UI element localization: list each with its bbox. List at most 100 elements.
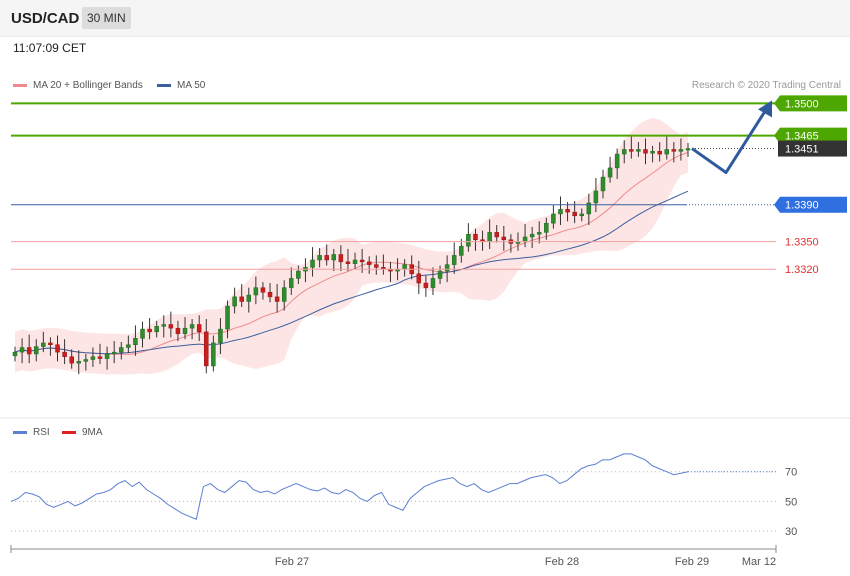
candle	[97, 343, 103, 365]
candle-body	[274, 296, 280, 302]
candle-body	[189, 324, 195, 329]
candle	[657, 142, 662, 162]
candle-body	[19, 347, 25, 353]
candle-body	[154, 326, 159, 333]
candle-body	[621, 149, 627, 155]
candle-body	[671, 149, 677, 152]
candle-body	[126, 344, 131, 348]
rsi-tick-label: 30	[785, 526, 797, 538]
candle-body	[133, 338, 138, 346]
ma20-line	[14, 151, 689, 355]
candle-body	[232, 296, 237, 307]
candle	[26, 334, 32, 364]
candle-body	[331, 254, 337, 261]
candle	[41, 331, 46, 353]
candle	[494, 225, 499, 243]
candle	[48, 337, 53, 356]
ma20-swatch	[13, 84, 27, 87]
price-label: 1.3465	[785, 131, 819, 143]
ma50-swatch	[157, 84, 171, 87]
price-tag	[774, 95, 847, 112]
ma50-line	[14, 190, 689, 355]
candle-body	[459, 245, 464, 256]
candle-body	[253, 287, 259, 296]
rsi-swatch	[13, 431, 27, 434]
candle-body	[650, 151, 655, 154]
candle-body	[685, 148, 691, 151]
candle-body	[565, 209, 570, 213]
credit-text: Research © 2020 Trading Central	[691, 80, 841, 91]
candle	[239, 283, 244, 307]
candle	[182, 317, 188, 340]
candle	[289, 267, 294, 296]
candle-body	[182, 327, 188, 334]
candle-body	[345, 261, 351, 264]
candle	[416, 260, 422, 295]
candle	[643, 138, 648, 165]
candle	[232, 287, 237, 314]
candle	[161, 315, 167, 338]
candle	[111, 341, 117, 364]
candle	[536, 221, 542, 244]
candle	[317, 248, 322, 268]
candle	[175, 320, 181, 342]
candle-body	[246, 294, 252, 302]
candle	[168, 311, 174, 338]
candle-body	[451, 255, 457, 265]
candle	[678, 138, 684, 161]
candle	[55, 335, 60, 362]
candle-body	[111, 351, 117, 355]
candle	[430, 267, 436, 296]
candle-body	[614, 153, 620, 169]
candle-body	[473, 233, 478, 240]
candle	[338, 245, 344, 272]
ma9-label: 9MA	[82, 427, 103, 438]
level-1.3320: 1.3320	[11, 264, 819, 276]
timeframe-button[interactable]: 30 MIN	[82, 7, 131, 29]
candle-body	[466, 233, 471, 247]
candle	[225, 300, 230, 339]
candle	[345, 248, 351, 272]
candle	[501, 225, 507, 251]
candle-body	[352, 259, 358, 264]
legend-ma20: MA 20 + Bollinger Bands	[13, 80, 143, 91]
arrow-head	[758, 100, 772, 118]
candle	[189, 318, 195, 340]
candle-body	[69, 356, 74, 364]
candle	[551, 204, 556, 229]
candle	[119, 341, 124, 360]
bollinger-band	[15, 117, 688, 375]
level-1.3500: 1.3500	[11, 95, 847, 112]
candle-body	[558, 209, 563, 215]
header-bar: USD/CAD 30 MIN	[0, 0, 850, 37]
rsi-line	[10, 453, 689, 520]
candle-body	[104, 353, 110, 359]
candle-body	[90, 356, 96, 360]
candle	[544, 217, 549, 240]
level-1.3390: 1.3390	[11, 196, 847, 213]
candle	[246, 287, 252, 313]
candle-body	[83, 359, 89, 362]
candle-body	[402, 264, 407, 270]
candle-body	[161, 324, 167, 327]
candle-body	[636, 149, 641, 152]
candle-body	[423, 282, 429, 288]
candle-body	[579, 213, 584, 217]
candle	[90, 347, 96, 367]
ma50-label: MA 50	[177, 80, 206, 91]
ma9-swatch	[62, 431, 76, 434]
ma20-label: MA 20 + Bollinger Bands	[33, 80, 143, 91]
candle-body	[296, 270, 301, 279]
candle	[579, 208, 584, 222]
scenario-arrow	[691, 102, 772, 175]
candle	[614, 148, 620, 179]
candle	[83, 353, 89, 371]
candle	[466, 223, 471, 252]
candle-body	[12, 351, 18, 357]
candle	[19, 338, 25, 364]
candle-body	[430, 278, 436, 288]
candle	[324, 244, 329, 266]
legend-9ma: 9MA	[62, 427, 103, 438]
candle-body	[267, 292, 273, 298]
